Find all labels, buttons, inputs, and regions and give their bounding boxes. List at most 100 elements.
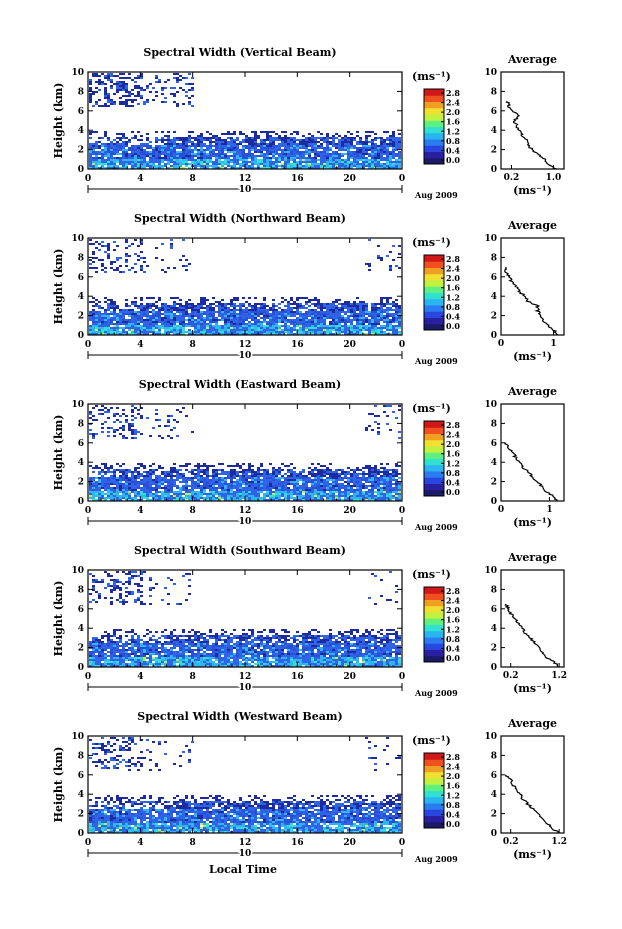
profile-x-tick-label: 0.2 (503, 837, 519, 847)
profile-line (504, 774, 560, 834)
colorbar-frame (423, 420, 445, 497)
colorbar-tick-label: 1.2 (446, 292, 460, 302)
colorbar-band (424, 464, 444, 472)
panel-title: Spectral Width (Northward Beam) (134, 212, 346, 225)
y-tick-label: 4 (78, 292, 84, 302)
profile-x-tick-label: 0 (498, 339, 504, 349)
x-tick-label: 12 (239, 174, 252, 184)
colorbar-band (424, 267, 444, 275)
colorbar-band (424, 95, 444, 102)
profile-x-label: (ms⁻¹) (513, 848, 552, 861)
colorbar (424, 89, 444, 165)
x-tick-label: 4 (137, 340, 143, 350)
colorbar-frame (423, 752, 445, 829)
y-tick-label: 0 (78, 331, 84, 341)
colorbar-band (424, 151, 444, 159)
colorbar-band (424, 630, 444, 638)
x-tick-label: 4 (137, 672, 143, 682)
colorbar-band (424, 286, 444, 293)
colorbar-tick-label: 0.8 (446, 136, 460, 146)
profile-x-tick-label: 1.2 (551, 671, 567, 681)
colorbar-frame (423, 254, 445, 331)
profile-y-tick-label: 6 (491, 605, 497, 615)
x-tick-label: 0 (85, 838, 91, 848)
heatmap-cells (89, 571, 401, 667)
colorbar-tick-label: 2.0 (446, 439, 460, 449)
y-tick-label: 6 (78, 605, 84, 615)
profile-y-tick-label: 0 (491, 331, 497, 341)
colorbar-band (424, 89, 444, 96)
profile-x-tick-label: 0 (498, 505, 504, 515)
x-tick-label: 4 (137, 838, 143, 848)
colorbar-band (424, 624, 444, 632)
profile-x-tick-label: 0.2 (504, 173, 520, 183)
colorbar-band (424, 298, 444, 306)
colorbar-band (424, 145, 444, 152)
colorbar-unit: (ms⁻¹) (412, 568, 451, 581)
y-axis-label: Height (km) (52, 83, 65, 159)
y-tick-label: 10 (71, 68, 84, 78)
colorbar-band (424, 120, 444, 127)
colorbar-band (424, 784, 444, 791)
heatmap-cells (89, 405, 401, 501)
month-label: Aug 2009 (414, 688, 458, 698)
profile-title: Average (507, 385, 557, 398)
colorbar-band (424, 605, 444, 613)
profile-x-tick-label: 1.0 (546, 173, 562, 183)
x-tick-label: 0 (399, 672, 405, 682)
colorbar-band (424, 649, 444, 657)
colorbar-tick-label: 2.4 (446, 762, 460, 772)
colorbar (424, 255, 444, 331)
colorbar-tick-label: 2.0 (446, 107, 460, 117)
x-tick-label: 16 (291, 174, 304, 184)
panel-4: Spectral Width (Westward Beam) 0 2 4 6 8 10 0 4 8… (52, 710, 567, 876)
colorbar-band (424, 139, 444, 146)
colorbar-band (424, 101, 444, 109)
colorbar-tick-label: 2.4 (446, 98, 460, 108)
date-label: 10 (239, 849, 252, 859)
colorbar-band (424, 311, 444, 318)
profile-y-tick-label: 2 (491, 478, 497, 488)
colorbar-band (424, 292, 444, 300)
y-tick-label: 8 (78, 751, 84, 761)
colorbar-band (424, 477, 444, 484)
colorbar-band (424, 126, 444, 134)
profile-y-tick-label: 4 (491, 292, 497, 302)
colorbar-band (424, 280, 444, 287)
profile-y-tick-label: 0 (491, 829, 497, 839)
x-tick-label: 16 (291, 340, 304, 350)
profile-x-label: (ms⁻¹) (513, 516, 552, 529)
colorbar-tick-label: 0.0 (446, 155, 460, 165)
colorbar-tick-label: 1.2 (446, 458, 460, 468)
colorbar-band (424, 593, 444, 600)
colorbar-unit: (ms⁻¹) (412, 734, 451, 747)
y-tick-label: 6 (78, 439, 84, 449)
colorbar-band (424, 796, 444, 804)
y-tick-label: 2 (78, 478, 84, 488)
x-tick-label: 20 (343, 340, 356, 350)
profile-y-tick-label: 8 (491, 585, 497, 595)
colorbar (424, 587, 444, 663)
colorbar-unit: (ms⁻¹) (412, 236, 451, 249)
colorbar-band (424, 458, 444, 466)
colorbar-band (424, 421, 444, 428)
profile-y-tick-label: 10 (484, 234, 497, 244)
colorbar-tick-label: 1.6 (446, 283, 460, 293)
y-tick-label: 2 (78, 146, 84, 156)
colorbar-band (424, 815, 444, 823)
x-tick-label: 4 (137, 506, 143, 516)
profile-line (505, 100, 557, 170)
colorbar-band (424, 452, 444, 459)
profile-x-tick-label: 1 (550, 339, 556, 349)
profile-frame (500, 569, 565, 668)
colorbar-tick-label: 2.8 (446, 254, 460, 264)
colorbar-band (424, 323, 444, 331)
y-tick-label: 10 (71, 234, 84, 244)
y-tick-label: 6 (78, 107, 84, 117)
y-tick-label: 2 (78, 312, 84, 322)
y-tick-label: 0 (78, 497, 84, 507)
panel-3: Spectral Width (Southward Beam) 0 2 4 6 8 10 0 4… (52, 544, 567, 698)
profile-y-tick-label: 10 (484, 68, 497, 78)
x-tick-label: 20 (343, 672, 356, 682)
x-tick-label: 0 (399, 506, 405, 516)
